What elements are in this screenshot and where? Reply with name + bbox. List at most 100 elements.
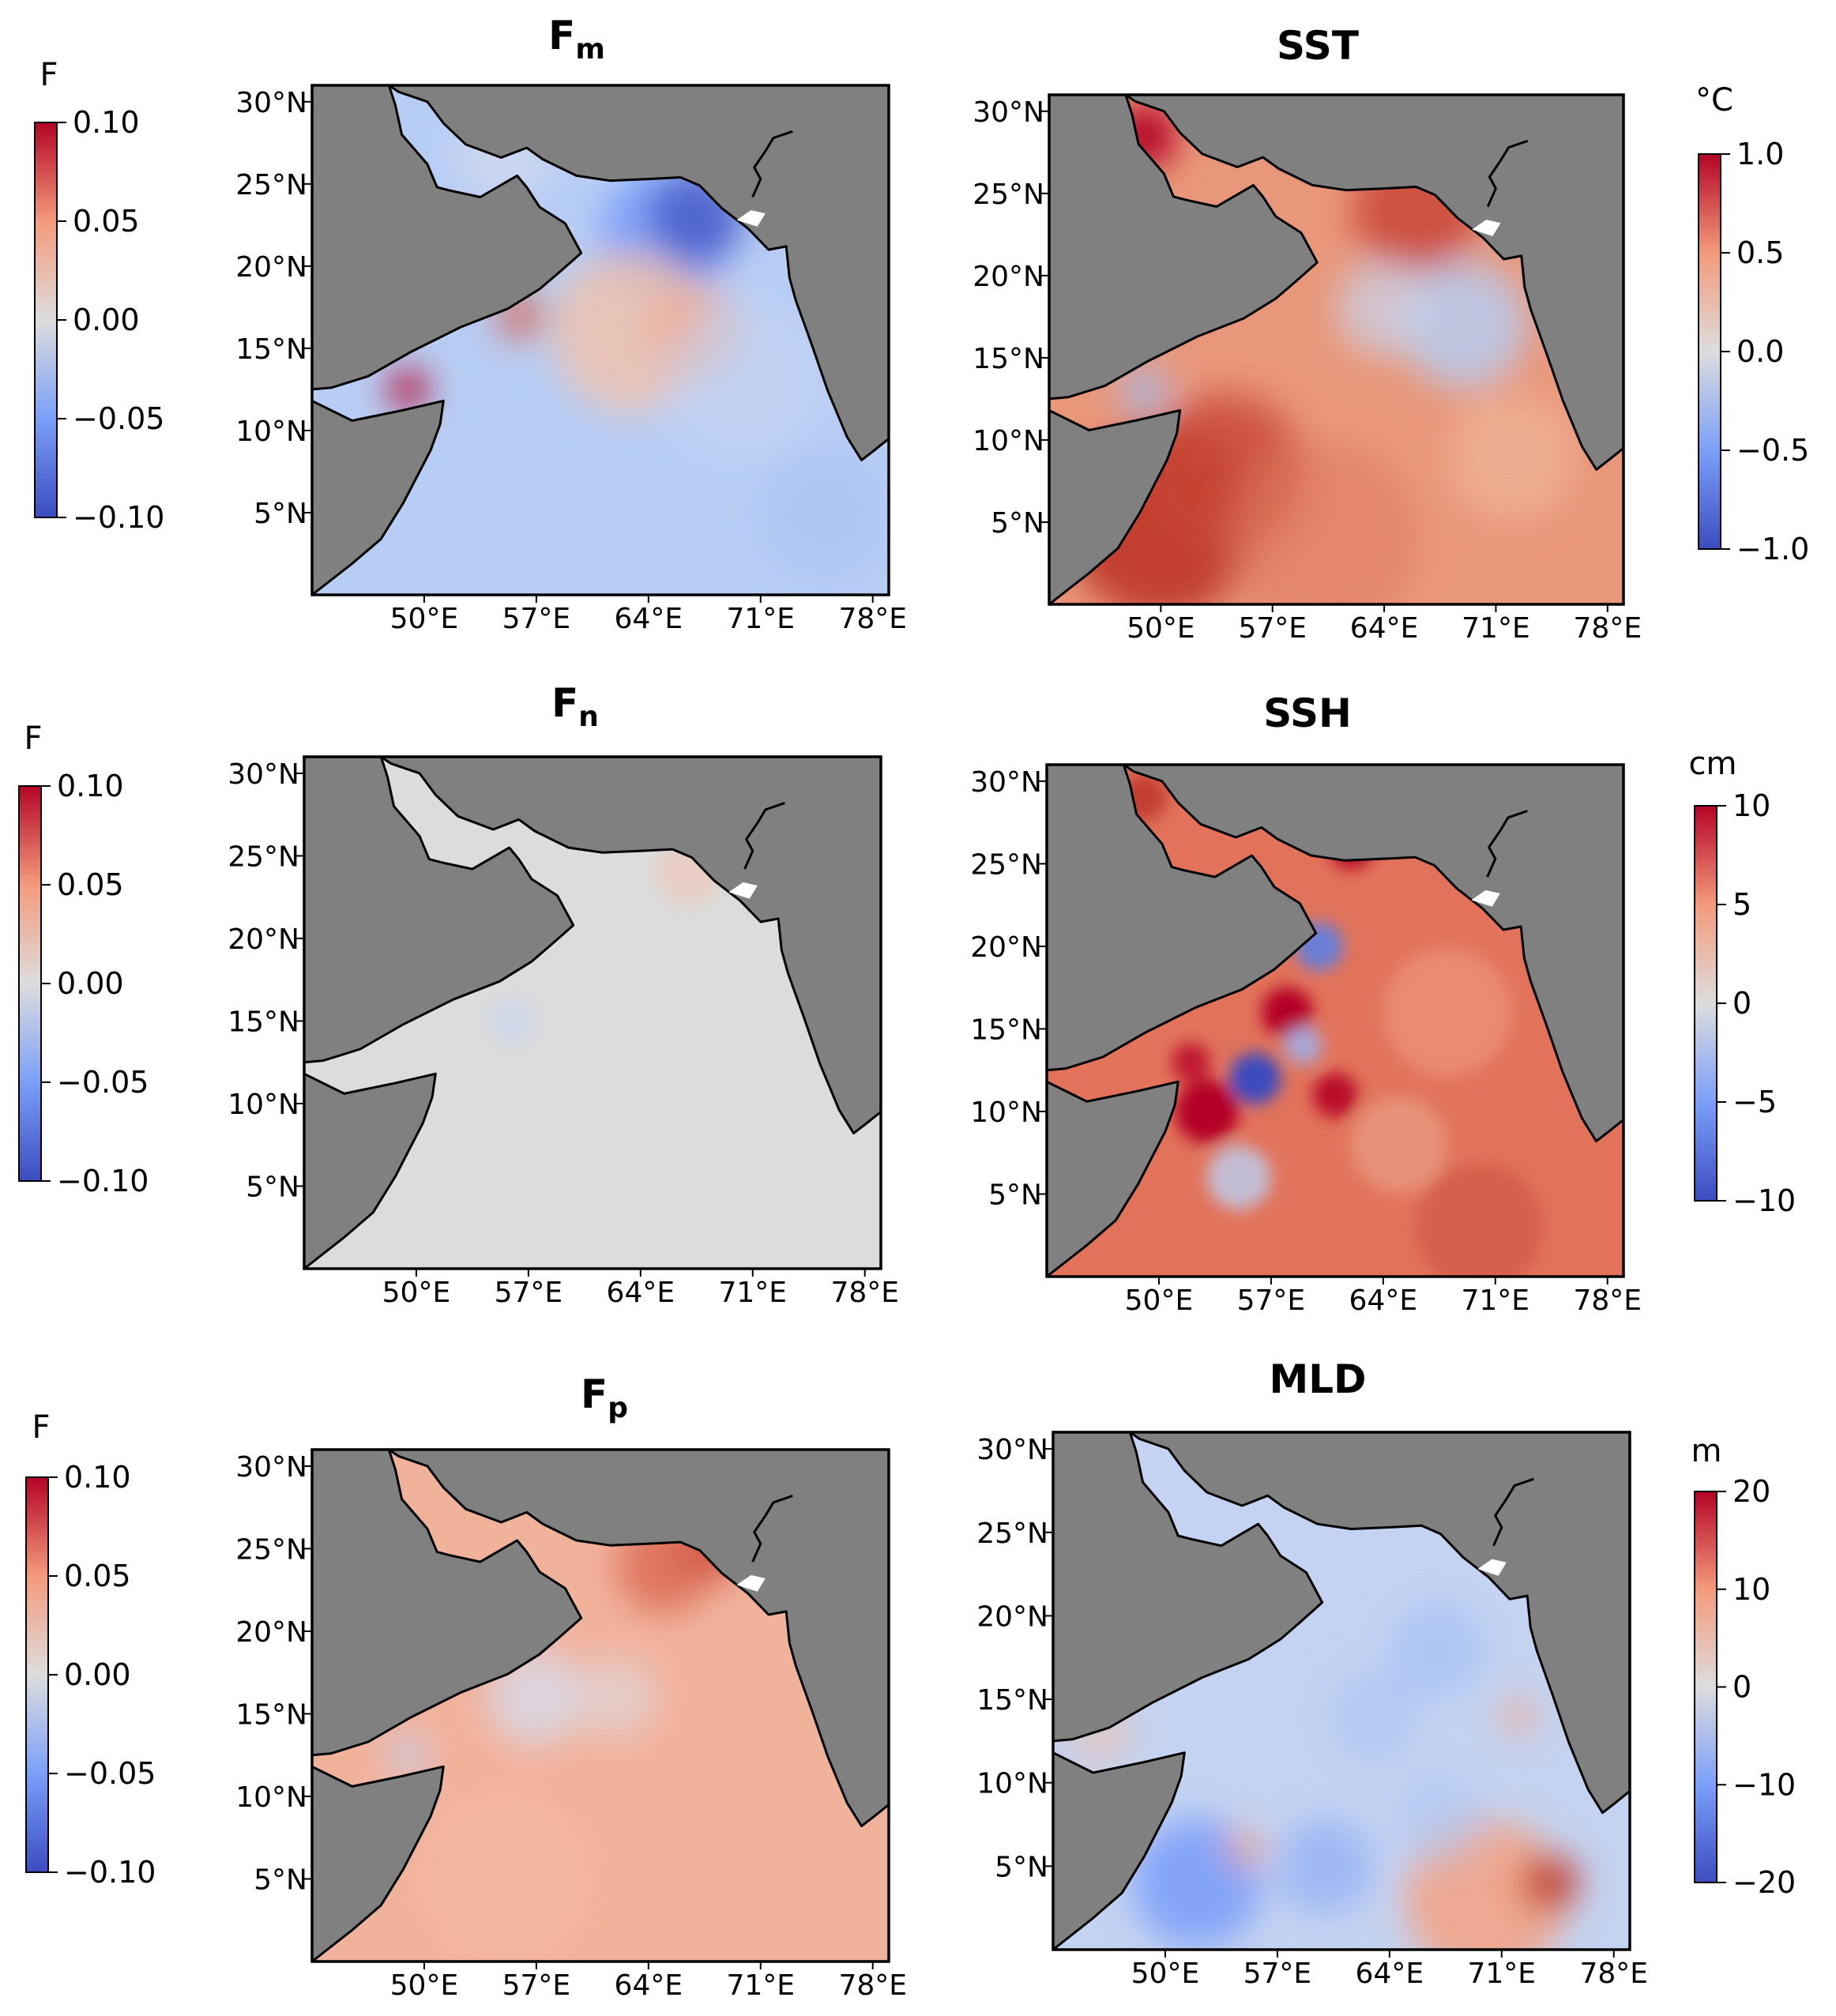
lon-tick-label: 57°E <box>502 1969 571 2002</box>
lat-tick-label: 30°N <box>970 766 1042 799</box>
lon-tick-label: 57°E <box>495 1277 563 1309</box>
colorbar-tick-label: −20 <box>1733 1865 1796 1900</box>
colorbar-mld: 20 10 0 −10 −20 m <box>1691 1433 1796 1900</box>
lon-tick-label: 50°E <box>390 603 459 635</box>
gulf-of-kutch-mask <box>1471 890 1500 907</box>
land-arabia-africa <box>312 85 583 595</box>
lon-tick-label: 71°E <box>726 1969 795 2002</box>
lon-tick-label: 50°E <box>1125 1284 1194 1317</box>
lat-tick-label: 30°N <box>973 96 1044 129</box>
lon-tick-label: 78°E <box>1574 612 1642 645</box>
colorbar-tick-label: −0.5 <box>1736 433 1809 468</box>
lon-tick-label: 71°E <box>1461 1284 1529 1317</box>
lon-tick-label: 57°E <box>1238 612 1307 645</box>
colorbar-tick-label: −0.10 <box>57 1164 149 1198</box>
lat-tick-label: 30°N <box>228 758 299 791</box>
lon-tick-label: 71°E <box>718 1277 787 1309</box>
land-asia <box>387 85 889 461</box>
map-frame <box>1045 763 1625 1278</box>
colorbar-tick-label: −5 <box>1733 1085 1777 1119</box>
map-panel-sst: 50°E 57°E 64°E 71°E 78°E 30°N 25°N 20°N 15°N 10°N… <box>973 23 1809 645</box>
colorbar-tick-label: 0 <box>1733 986 1751 1021</box>
colorbar-tick-label: 10 <box>1733 1572 1770 1607</box>
river-line <box>751 1495 793 1563</box>
lat-tick-label: 25°N <box>976 1518 1048 1550</box>
colorbar-gradient <box>1694 1491 1717 1883</box>
land-arabia-africa <box>312 1450 583 1961</box>
lat-tick-label: 5°N <box>995 1851 1048 1883</box>
map-panel-fn: 50°E 57°E 64°E 71°E 78°E 30°N 25°N 20°N 15°N 10°N… <box>18 680 899 1309</box>
colorbar-gradient <box>25 1476 49 1873</box>
lon-tick-label: 64°E <box>615 1969 683 2002</box>
lat-tick-label: 15°N <box>228 1006 299 1038</box>
panel-title: Fm <box>548 13 605 66</box>
gulf-of-kutch-mask <box>1472 220 1501 236</box>
lat-tick-label: 25°N <box>228 841 299 873</box>
lat-tick-label: 5°N <box>254 498 307 530</box>
colorbar-tick-label: 0.5 <box>1736 235 1784 270</box>
colorbar-unit-label: F <box>40 57 58 93</box>
lon-tick-label: 50°E <box>1127 612 1195 645</box>
colorbar-unit-label: F <box>24 720 42 757</box>
panel-title: Fp <box>581 1371 628 1424</box>
lat-tick-label: 30°N <box>976 1434 1048 1466</box>
colorbar-sst: 1.0 0.5 0.0 −0.5 −1.0 °C <box>1695 82 1809 566</box>
lon-tick-label: 64°E <box>1350 612 1419 645</box>
colorbar-tick-label: 20 <box>1733 1474 1770 1509</box>
anomaly-field <box>1119 773 1544 1277</box>
lat-tick-label: 15°N <box>976 1684 1048 1717</box>
lat-tick-label: 25°N <box>235 169 307 201</box>
map-panel-mld: 50°E 57°E 64°E 71°E 78°E 30°N 25°N 20°N 15°N 10°N… <box>976 1356 1796 1990</box>
land-asia <box>1124 95 1623 471</box>
colorbar-ssh: 10 5 0 −5 −10 cm <box>1689 746 1796 1218</box>
colorbar-tick-label: 0.00 <box>64 1657 131 1692</box>
colorbar-tick-label: 0.05 <box>57 867 124 902</box>
colorbar-tick-label: −10 <box>1733 1767 1796 1802</box>
colorbar-tick-label: 0.00 <box>57 966 124 1001</box>
lat-tick-label: 20°N <box>970 931 1042 964</box>
lon-tick-label: 71°E <box>1467 1958 1536 1990</box>
gulf-of-kutch-mask <box>736 210 766 227</box>
map-frame <box>310 84 890 596</box>
map-panel-fp: 50°E 57°E 64°E 71°E 78°E 30°N 25°N 20°N 15°N 10°N… <box>25 1371 907 2002</box>
colorbar-tick-label: 0.05 <box>73 204 140 239</box>
panel-title: SST <box>1277 23 1359 69</box>
lat-tick-label: 10°N <box>228 1089 299 1121</box>
map-panel-ssh: 50°E 57°E 64°E 71°E 78°E 30°N 25°N 20°N 15°N 10°N… <box>970 690 1796 1317</box>
lat-tick-label: 20°N <box>228 923 299 956</box>
colorbar-gradient <box>1698 153 1721 550</box>
colorbar-unit-label: cm <box>1689 746 1737 782</box>
lon-tick-label: 78°E <box>1573 1284 1642 1317</box>
colorbar-unit-label: °C <box>1695 82 1733 118</box>
lat-tick-label: 15°N <box>235 1698 307 1731</box>
lon-tick-label: 64°E <box>607 1277 675 1309</box>
lon-tick-label: 64°E <box>1349 1284 1418 1317</box>
colorbar-fp: 0.10 0.05 0.00 −0.05 −0.10 F <box>25 1409 156 1890</box>
land-arabia-africa <box>1047 765 1318 1277</box>
colorbar-unit-label: F <box>32 1409 50 1446</box>
land-arabia-africa <box>1049 95 1319 604</box>
colorbar-tick-label: 5 <box>1733 887 1751 922</box>
land-asia <box>1128 1432 1630 1815</box>
colorbar-tick-label: −1.0 <box>1736 532 1809 566</box>
colorbar-tick-label: 0 <box>1733 1670 1751 1705</box>
map-frame <box>1052 1431 1631 1951</box>
colorbar-tick-label: −0.05 <box>73 401 164 436</box>
colorbar-tick-label: 10 <box>1733 788 1770 823</box>
map-frame <box>310 1448 890 1963</box>
land-arabia-africa <box>304 757 575 1269</box>
colorbar-gradient <box>34 122 58 518</box>
map-frame <box>1048 93 1625 606</box>
lat-tick-label: 15°N <box>973 343 1044 375</box>
lat-tick-label: 25°N <box>973 179 1044 211</box>
land-asia <box>387 1450 889 1828</box>
lat-tick-label: 30°N <box>235 1451 307 1484</box>
lon-tick-label: 71°E <box>1462 612 1530 645</box>
lat-tick-label: 20°N <box>235 251 307 284</box>
lat-tick-label: 20°N <box>973 261 1044 293</box>
lat-tick-label: 10°N <box>235 416 307 448</box>
lon-tick-label: 50°E <box>1131 1958 1200 1990</box>
colorbar-tick-label: −0.10 <box>73 500 164 535</box>
colorbar-gradient <box>1694 805 1717 1202</box>
